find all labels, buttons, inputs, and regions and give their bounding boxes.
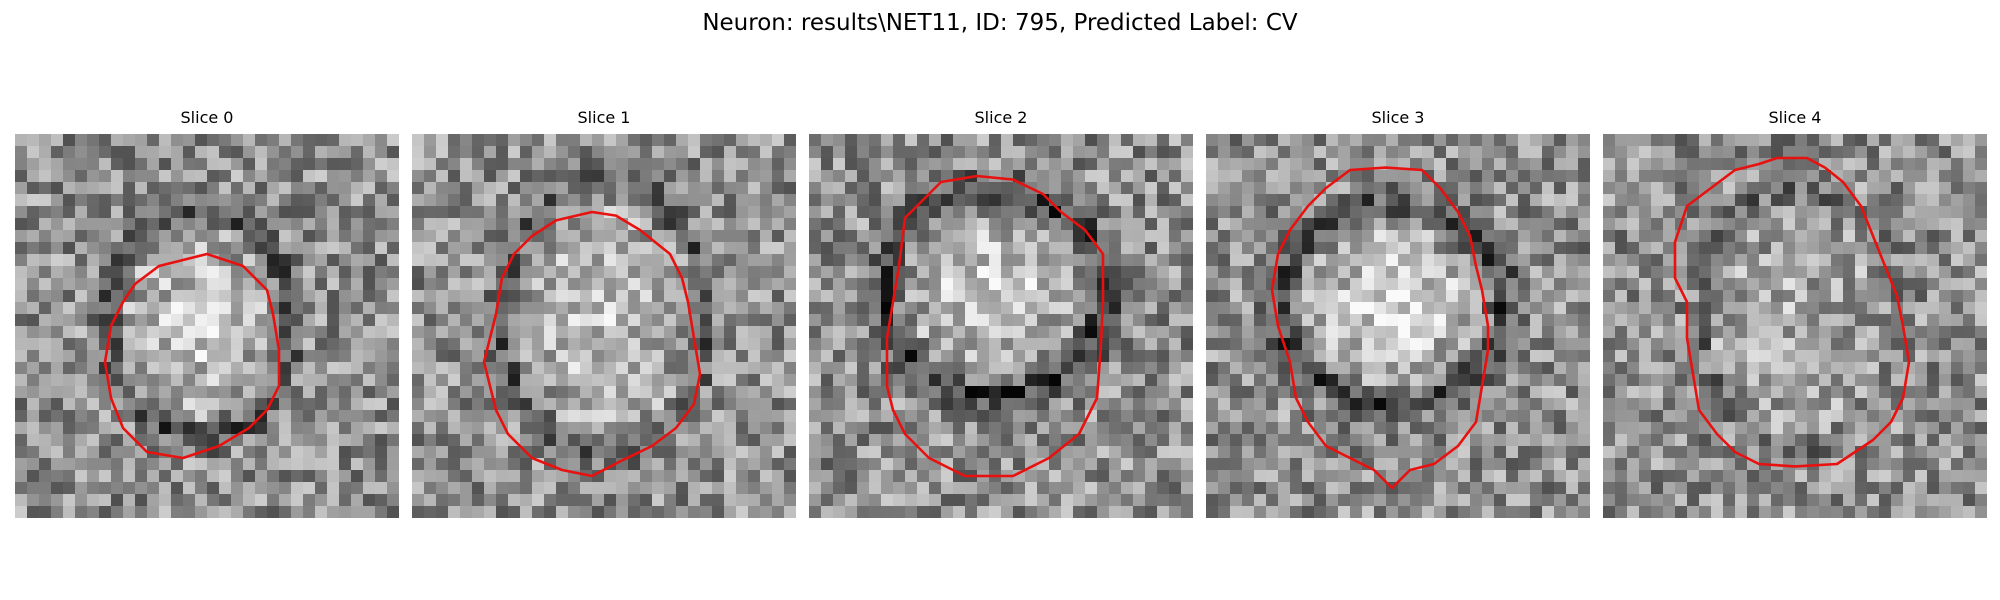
slice-panel-4: Slice 4 xyxy=(1603,108,1987,518)
segmentation-contour xyxy=(482,210,702,478)
slice-panel-2: Slice 2 xyxy=(809,108,1193,518)
slice-title: Slice 0 xyxy=(180,108,234,127)
slice-title: Slice 2 xyxy=(974,108,1028,127)
pixel-grid xyxy=(412,134,796,518)
slice-title: Slice 1 xyxy=(577,108,631,127)
slice-image xyxy=(412,134,796,518)
segmentation-contour xyxy=(103,252,281,460)
segmentation-contour xyxy=(1270,166,1490,490)
slice-title: Slice 3 xyxy=(1371,108,1425,127)
slice-title: Slice 4 xyxy=(1768,108,1822,127)
slice-panel-1: Slice 1 xyxy=(412,108,796,518)
slice-image xyxy=(1206,134,1590,518)
pixel-grid xyxy=(1206,134,1590,518)
pixel-grid xyxy=(1603,134,1987,518)
slice-panel-3: Slice 3 xyxy=(1206,108,1590,518)
slice-image xyxy=(15,134,399,518)
slice-image xyxy=(1603,134,1987,518)
figure-title: Neuron: results\NET11, ID: 795, Predicte… xyxy=(702,10,1298,36)
slice-panel-0: Slice 0 xyxy=(15,108,399,518)
segmentation-contour xyxy=(1673,156,1911,468)
segmentation-contour xyxy=(885,174,1105,478)
pixel-grid xyxy=(809,134,1193,518)
pixel-grid xyxy=(15,134,399,518)
slice-image xyxy=(809,134,1193,518)
